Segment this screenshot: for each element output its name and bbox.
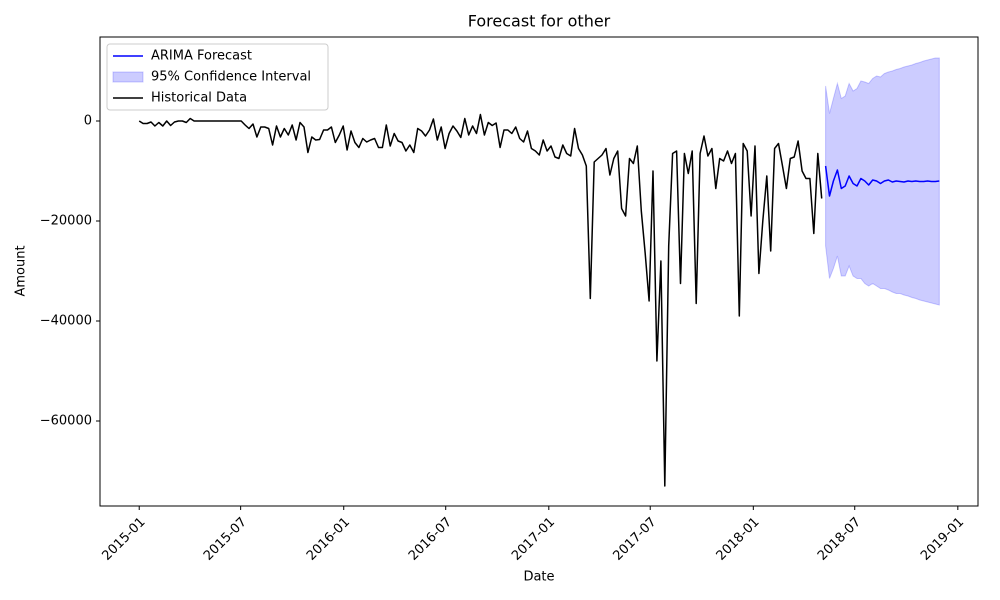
plot-area xyxy=(138,57,940,487)
x-tick-label: 2015-07 xyxy=(201,515,250,564)
y-tick-label: −20000 xyxy=(40,214,92,229)
chart-title: Forecast for other xyxy=(468,12,611,31)
legend-swatch xyxy=(112,71,144,83)
y-tick-label: −60000 xyxy=(40,414,92,429)
y-axis-label: Amount xyxy=(14,245,29,296)
legend-label: Historical Data xyxy=(151,91,247,106)
legend: ARIMA Forecast 95% Confidence Interval His… xyxy=(106,43,329,111)
x-tick-label: 2018-07 xyxy=(815,515,864,564)
x-tick-label: 2017-07 xyxy=(611,515,660,564)
line xyxy=(138,113,823,487)
x-tick-label: 2019-01 xyxy=(918,515,967,564)
y-tick-label: −40000 xyxy=(40,314,92,329)
x-tick-label: 2018-01 xyxy=(714,515,763,564)
legend-box xyxy=(106,43,329,111)
line xyxy=(824,165,940,197)
x-tick-label: 2016-01 xyxy=(304,515,353,564)
x-tick-label: 2016-07 xyxy=(406,515,455,564)
legend-label: 95% Confidence Interval xyxy=(151,70,311,85)
x-tick-label: 2015-01 xyxy=(100,515,149,564)
legend-label: ARIMA Forecast xyxy=(151,49,252,64)
x-axis-label: Date xyxy=(523,570,554,585)
x-tick-label: 2017-01 xyxy=(509,515,558,564)
y-tick-label: 0 xyxy=(84,114,92,129)
axes-frame xyxy=(99,36,979,507)
